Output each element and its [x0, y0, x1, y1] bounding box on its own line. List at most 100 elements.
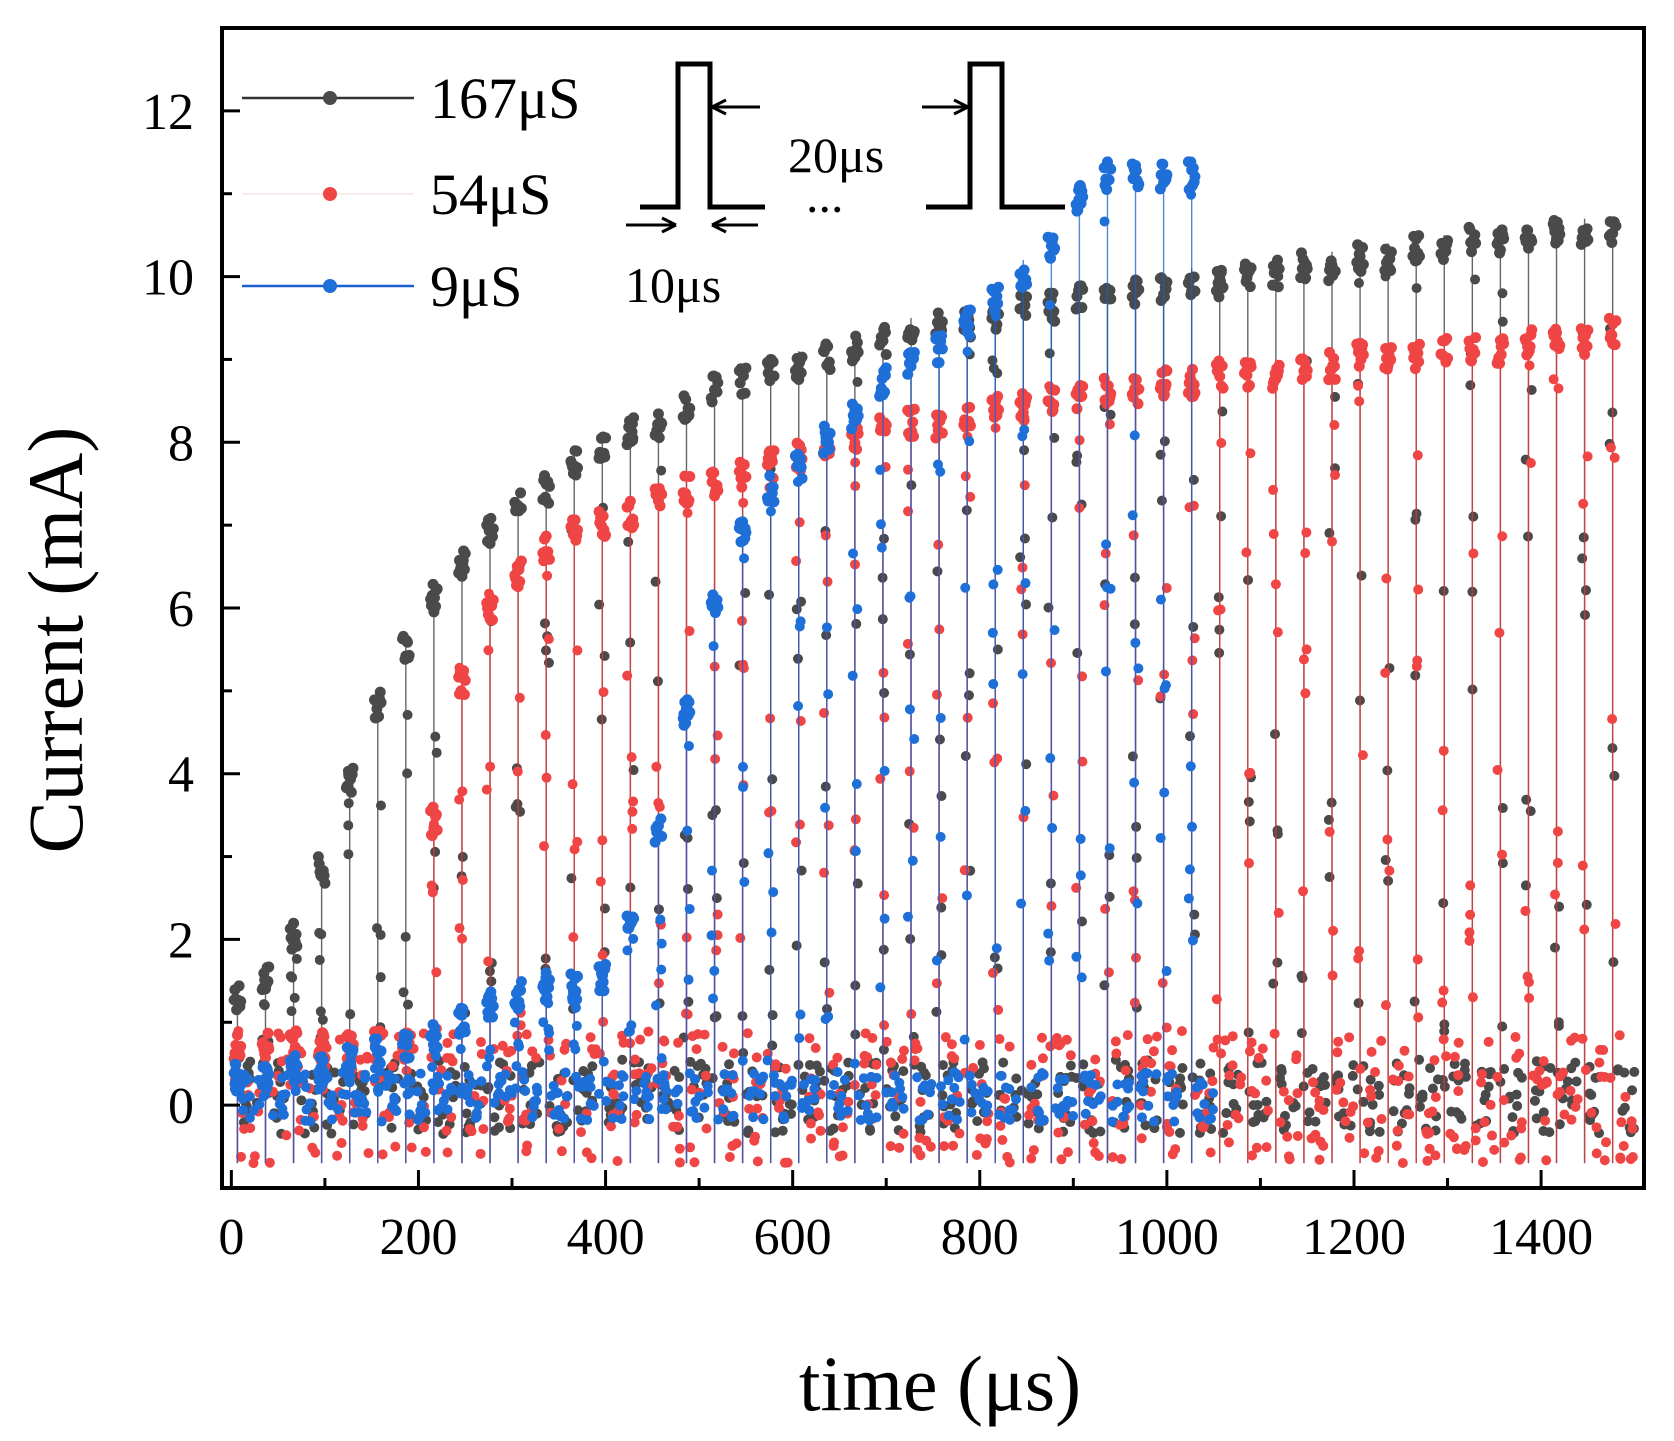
data-point: [878, 1044, 889, 1055]
data-point: [553, 1123, 564, 1134]
data-point: [1076, 972, 1087, 983]
inset-period-arrow-left: [711, 98, 760, 116]
data-point: [1388, 1106, 1399, 1117]
data-point: [1449, 1051, 1460, 1062]
data-point: [1167, 1045, 1178, 1056]
data-point: [858, 1073, 869, 1084]
data-point: [1599, 1155, 1610, 1166]
data-point: [1470, 332, 1482, 344]
data-point: [860, 1100, 871, 1111]
data-point: [1485, 1099, 1496, 1110]
data-point: [1581, 223, 1593, 235]
data-point: [631, 1109, 642, 1120]
data-point: [740, 471, 752, 483]
legend-marker-9: [323, 279, 337, 293]
data-point: [1123, 1101, 1134, 1112]
data-point: [1087, 1116, 1098, 1127]
data-point: [1353, 380, 1364, 391]
pulse-peak-1-48: [1575, 323, 1594, 360]
data-point: [617, 1054, 628, 1065]
data-point: [549, 1109, 560, 1120]
data-point: [512, 1030, 523, 1041]
data-point: [961, 890, 972, 901]
data-point: [319, 877, 331, 889]
data-point: [1073, 194, 1084, 205]
data-point: [482, 1012, 493, 1023]
data-point: [615, 1100, 626, 1111]
data-point: [909, 1055, 920, 1066]
data-point: [405, 1086, 416, 1097]
data-point: [1353, 277, 1364, 288]
data-point: [458, 689, 470, 701]
data-point: [682, 825, 693, 836]
data-point: [1301, 527, 1312, 538]
data-point: [628, 933, 639, 944]
data-point: [1565, 1085, 1576, 1096]
data-point: [235, 1151, 246, 1162]
data-point: [352, 1089, 363, 1100]
data-point: [289, 941, 300, 952]
data-point: [1095, 1091, 1106, 1102]
data-point: [1056, 1154, 1067, 1165]
data-point: [738, 858, 749, 869]
data-point: [430, 809, 442, 821]
data-point: [275, 1095, 286, 1106]
inset-label-width: 10μs: [625, 257, 721, 313]
legend-label-9: 9μS: [430, 254, 522, 319]
data-point: [459, 674, 471, 686]
data-point: [413, 1114, 424, 1125]
data-point: [879, 326, 891, 338]
data-point: [627, 806, 638, 817]
data-point: [656, 938, 667, 949]
data-point: [837, 1150, 848, 1161]
data-point: [1540, 1115, 1551, 1126]
data-point: [977, 1057, 988, 1068]
data-point: [343, 820, 354, 831]
data-point: [1157, 978, 1168, 989]
data-point: [1467, 992, 1478, 1003]
data-point: [682, 883, 693, 894]
data-point: [1130, 165, 1142, 177]
data-point: [1020, 578, 1031, 589]
data-point: [1049, 242, 1061, 254]
data-point: [1612, 1065, 1623, 1076]
data-point: [810, 1075, 821, 1086]
data-point: [528, 1101, 539, 1112]
data-point: [1441, 1051, 1452, 1062]
data-point: [658, 1070, 669, 1081]
data-point: [1247, 1150, 1258, 1161]
data-point: [684, 903, 695, 914]
data-point: [1136, 1133, 1147, 1144]
data-point: [1276, 1063, 1287, 1074]
data-point: [971, 1149, 982, 1160]
data-point: [1512, 1100, 1523, 1111]
data-point: [514, 1000, 526, 1012]
data-point: [724, 1152, 735, 1163]
data-point: [1629, 1066, 1640, 1077]
data-point: [794, 453, 806, 465]
data-point: [708, 993, 719, 1004]
data-point: [1026, 1153, 1037, 1164]
data-point: [326, 1128, 337, 1139]
data-point: [1188, 271, 1200, 283]
data-point: [1362, 1117, 1373, 1128]
data-point: [504, 1113, 515, 1124]
data-point: [1442, 235, 1454, 247]
data-point: [1233, 1113, 1244, 1124]
data-point: [517, 1067, 528, 1078]
data-point: [1165, 1061, 1176, 1072]
data-point: [914, 1115, 925, 1126]
data-point: [434, 1078, 445, 1089]
data-point: [401, 636, 413, 648]
data-point: [853, 1090, 864, 1101]
data-point: [1554, 1071, 1565, 1082]
data-point: [842, 1105, 853, 1116]
data-point: [1185, 761, 1196, 772]
data-point: [1605, 1072, 1616, 1083]
data-point: [1129, 430, 1140, 441]
pulse-peak-0-17: [705, 370, 724, 408]
data-point: [570, 985, 582, 997]
data-point: [597, 980, 608, 991]
data-point: [992, 281, 1004, 293]
